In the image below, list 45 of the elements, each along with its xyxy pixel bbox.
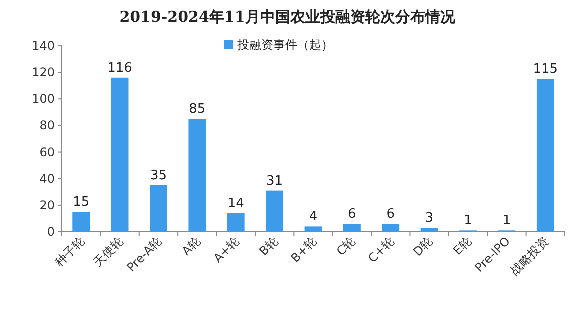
bar [266,190,284,232]
x-tick-label: C+轮 [366,234,398,266]
data-label: 116 [108,60,132,76]
bar [188,119,206,232]
data-label: 14 [228,196,244,212]
data-label: 1 [502,214,512,229]
data-label: 6 [386,207,396,222]
bar [111,78,129,232]
data-label: 6 [348,207,356,222]
y-tick-label: 100 [32,92,55,106]
x-tick-label: E轮 [450,234,474,258]
y-tick-label: 140 [32,39,55,53]
data-label: 115 [533,62,558,78]
x-tick-label: 种子轮 [52,234,88,270]
y-tick-label: 0 [47,225,55,239]
bar [227,213,245,232]
x-tick-label: B+轮 [288,234,320,266]
bar [150,186,168,232]
bar [343,224,361,232]
data-label: 85 [189,102,206,118]
x-tick-label: B轮 [256,234,281,258]
x-tick-label: A轮 [179,234,204,258]
x-tick-label: A+轮 [210,234,242,266]
data-label: 1 [464,214,472,229]
data-label: 31 [266,174,284,189]
bar [536,79,554,232]
y-tick-label: 120 [32,66,55,80]
y-tick-label: 80 [40,118,55,133]
data-label: 35 [150,168,168,184]
chart-title: 2019-2024年11月中国农业投融资轮次分布情况 [120,8,456,26]
bar [382,224,400,232]
data-label: 3 [425,211,434,226]
y-tick-label: 40 [40,172,55,186]
bar [72,212,90,232]
data-label: 15 [73,195,90,210]
y-tick-label: 20 [40,198,55,212]
x-tick-label: 战略投资 [508,234,552,278]
legend-label: 投融资事件（起） [236,38,334,52]
x-tick-label: D轮 [410,234,436,260]
y-tick-label: 60 [40,145,55,160]
x-tick-label: C轮 [334,234,358,259]
x-tick-label: 天使轮 [90,234,126,270]
bar [420,228,438,232]
data-label: 4 [309,210,318,225]
bar [304,226,322,232]
